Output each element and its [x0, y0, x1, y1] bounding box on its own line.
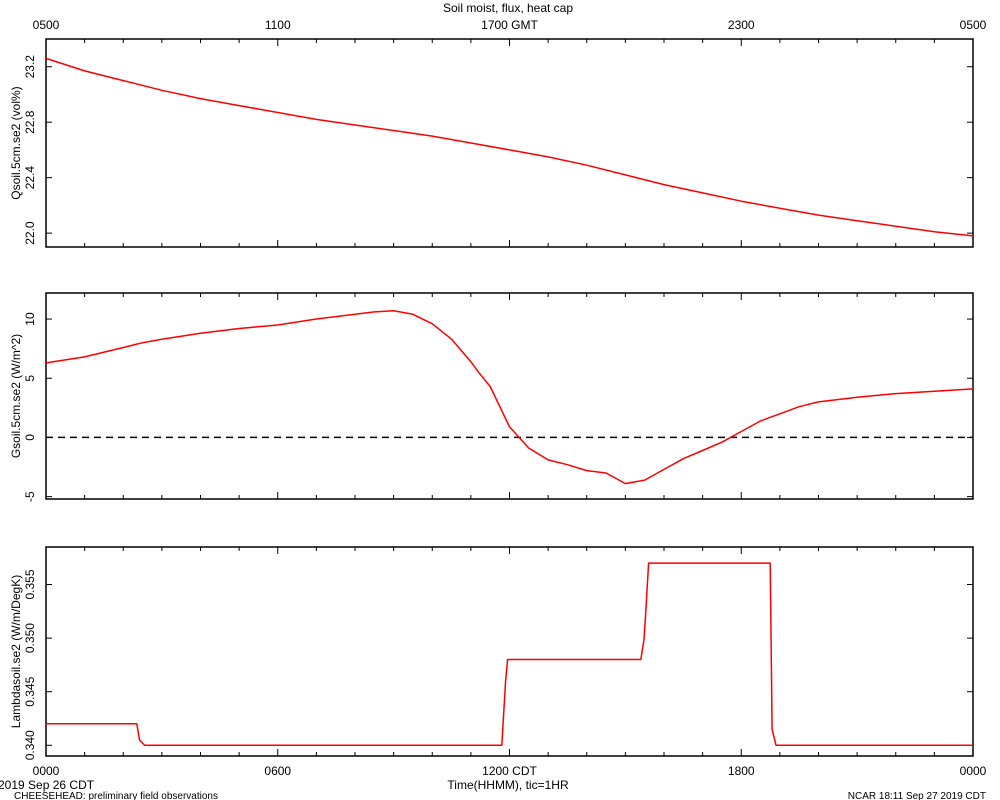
- bottom-axis-labels: 0000 0600 1200 CDT 1800 0000: [33, 764, 987, 778]
- y-tick-label: 0.355: [23, 569, 37, 599]
- y-tick-label: 22.0: [23, 221, 37, 245]
- y-tick-label: 22.4: [23, 166, 37, 190]
- y-tick-label: 10: [23, 312, 37, 326]
- y-axis-label: Lambdasoil.se2 (W/m/DegK): [9, 575, 23, 728]
- chart-title: Soil moist, flux, heat cap: [443, 1, 573, 15]
- x-axis-label: Time(HHMM), tic=1HR: [447, 778, 569, 792]
- y-tick-label: 0.345: [23, 676, 37, 706]
- y-tick-label: 0.340: [23, 730, 37, 760]
- panel-frame: [45, 292, 974, 500]
- y-axis-label: Qsoil.5cm.se2 (vol%): [9, 86, 23, 199]
- top-tick-label: 0500: [960, 18, 987, 32]
- top-tick-label: 0500: [33, 18, 60, 32]
- top-tick-label: 1100: [265, 18, 291, 32]
- y-tick-label: 23.2: [23, 55, 37, 79]
- y-tick-label: 0: [23, 434, 37, 441]
- top-axis-labels: 0500 1100 1700 GMT 2300 0500: [33, 18, 987, 32]
- y-axis-label: Gsoil.5cm.se2 (W/m^2): [9, 334, 23, 458]
- footer-start-date: 2019 Sep 26 CDT: [0, 778, 95, 792]
- panel-frame: [45, 546, 974, 757]
- bottom-tick-label: 0600: [264, 764, 291, 778]
- bottom-tick-label: 0000: [33, 764, 60, 778]
- y-tick-label: 0.350: [23, 623, 37, 653]
- y-tick-label: -5: [23, 491, 37, 502]
- series-line: [45, 57, 974, 237]
- panel-frame: [45, 38, 974, 248]
- footer-stamp: NCAR 18:11 Sep 27 2019 CDT: [848, 791, 986, 800]
- series-line: [45, 310, 974, 485]
- series-line: [46, 562, 973, 747]
- bottom-tick-label: 0000: [960, 764, 987, 778]
- bottom-tick-label: 1800: [728, 764, 755, 778]
- y-tick-label: 5: [23, 375, 37, 382]
- footer-project: CHEESEHEAD: preliminary field observatio…: [14, 791, 218, 800]
- top-tick-label: 1700 GMT: [481, 18, 538, 32]
- y-tick-label: 22.8: [23, 110, 37, 134]
- top-tick-label: 2300: [728, 18, 755, 32]
- bottom-tick-label: 1200 CDT: [482, 764, 537, 778]
